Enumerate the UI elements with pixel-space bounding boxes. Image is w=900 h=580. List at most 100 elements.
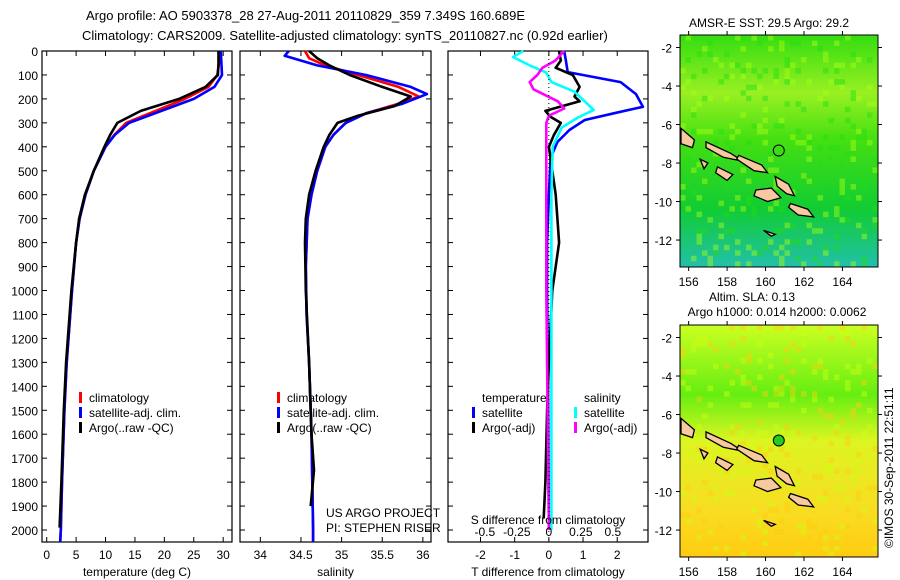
map-cell <box>702 518 708 524</box>
temperature-panel <box>41 50 233 543</box>
map-cell <box>702 341 708 348</box>
map-cell <box>812 40 818 47</box>
island-coastline <box>698 447 709 461</box>
map-cell <box>795 255 801 262</box>
map-cell <box>817 95 823 102</box>
map-cell <box>779 261 785 267</box>
map-cell <box>718 468 724 475</box>
map-cell <box>724 468 730 475</box>
map-cell <box>784 347 790 353</box>
sst-map-title: AMSR-E SST: 29.5 Argo: 29.2 <box>689 16 849 30</box>
lat-tick-label: -8 <box>661 157 672 171</box>
map-cell <box>856 512 862 519</box>
map-cell <box>817 261 823 267</box>
map-cell <box>828 551 834 557</box>
map-cell <box>795 429 801 436</box>
map-cell <box>823 490 829 497</box>
map-cell <box>872 446 878 452</box>
map-cell <box>696 211 702 218</box>
map-cell <box>685 369 691 375</box>
map-cell <box>740 551 746 557</box>
map-cell <box>834 211 840 218</box>
map-cell <box>845 385 851 392</box>
map-cell <box>680 490 686 497</box>
map-cell <box>801 529 807 535</box>
map-cell <box>762 529 768 535</box>
salinity-panel <box>239 50 432 543</box>
map-cell <box>773 68 779 74</box>
map-cell <box>757 358 763 364</box>
map-cell <box>845 150 851 157</box>
map-cell <box>839 217 845 223</box>
map-cell <box>823 51 829 58</box>
map-cell <box>691 189 697 196</box>
map-cell <box>724 51 730 58</box>
lon-tick-label: 156 <box>679 565 699 579</box>
legend-swatch <box>79 407 82 418</box>
map-cell <box>696 446 702 452</box>
argo-float-marker <box>772 434 785 447</box>
series-line-argo-raw-qc- <box>303 50 413 507</box>
map-cell <box>790 429 796 436</box>
map-cell <box>801 540 807 546</box>
map-cell <box>757 173 763 179</box>
map-cell <box>685 206 691 212</box>
y-tick-label: 1800 <box>11 476 38 490</box>
map-cell <box>834 40 840 47</box>
map-cell <box>740 90 746 96</box>
map-cell <box>740 112 746 118</box>
map-cell <box>850 95 856 102</box>
legend-label: climatology <box>89 391 149 405</box>
map-cell <box>724 545 730 552</box>
map-cell <box>702 95 708 102</box>
map-cell <box>812 474 818 480</box>
map-cell <box>746 380 752 386</box>
s-axis-label: S difference from climatology <box>471 513 626 527</box>
x-tick-label: 5 <box>73 548 80 562</box>
map-cell <box>850 145 856 151</box>
map-cell <box>729 380 735 386</box>
island-coastline <box>735 154 769 174</box>
y-tick-label: 1400 <box>11 380 38 394</box>
island-coastline <box>753 477 783 493</box>
map-cell <box>872 330 878 337</box>
map-cell <box>680 352 686 359</box>
map-cell <box>746 457 752 463</box>
map-cell <box>757 523 763 530</box>
lat-tick-label: -2 <box>661 42 672 56</box>
map-cell <box>823 529 829 535</box>
map-cell <box>773 325 779 331</box>
map-cell <box>823 244 829 251</box>
map-cell <box>718 222 724 229</box>
map-cell <box>845 380 851 386</box>
map-cell <box>856 95 862 102</box>
map-cell <box>834 62 840 69</box>
map-cell <box>850 341 856 348</box>
map-cell <box>867 139 873 146</box>
map-cell <box>823 545 829 552</box>
map-cell <box>779 255 785 262</box>
map-cell <box>729 341 735 348</box>
legend-label: climatology <box>287 391 347 405</box>
map-cell <box>773 73 779 80</box>
pi-annotation: PI: STEPHEN RISER <box>326 521 441 535</box>
lon-tick-label: 158 <box>717 565 737 579</box>
map-cell <box>685 35 691 41</box>
map-cell <box>823 57 829 63</box>
map-cell <box>845 440 851 447</box>
map-cell <box>773 200 779 207</box>
map-cell <box>729 73 735 80</box>
map-cell <box>856 369 862 375</box>
map-cell <box>762 68 768 74</box>
map-cell <box>823 90 829 96</box>
map-cell <box>850 474 856 480</box>
map-cell <box>834 79 840 85</box>
map-cell <box>685 79 691 85</box>
map-cell <box>839 178 845 185</box>
map-cell <box>729 145 735 151</box>
legend-label: satellite <box>584 406 625 420</box>
map-cell <box>861 128 867 135</box>
map-cell <box>680 84 686 91</box>
map-cell <box>768 206 774 212</box>
lat-tick-label: -12 <box>655 234 673 248</box>
